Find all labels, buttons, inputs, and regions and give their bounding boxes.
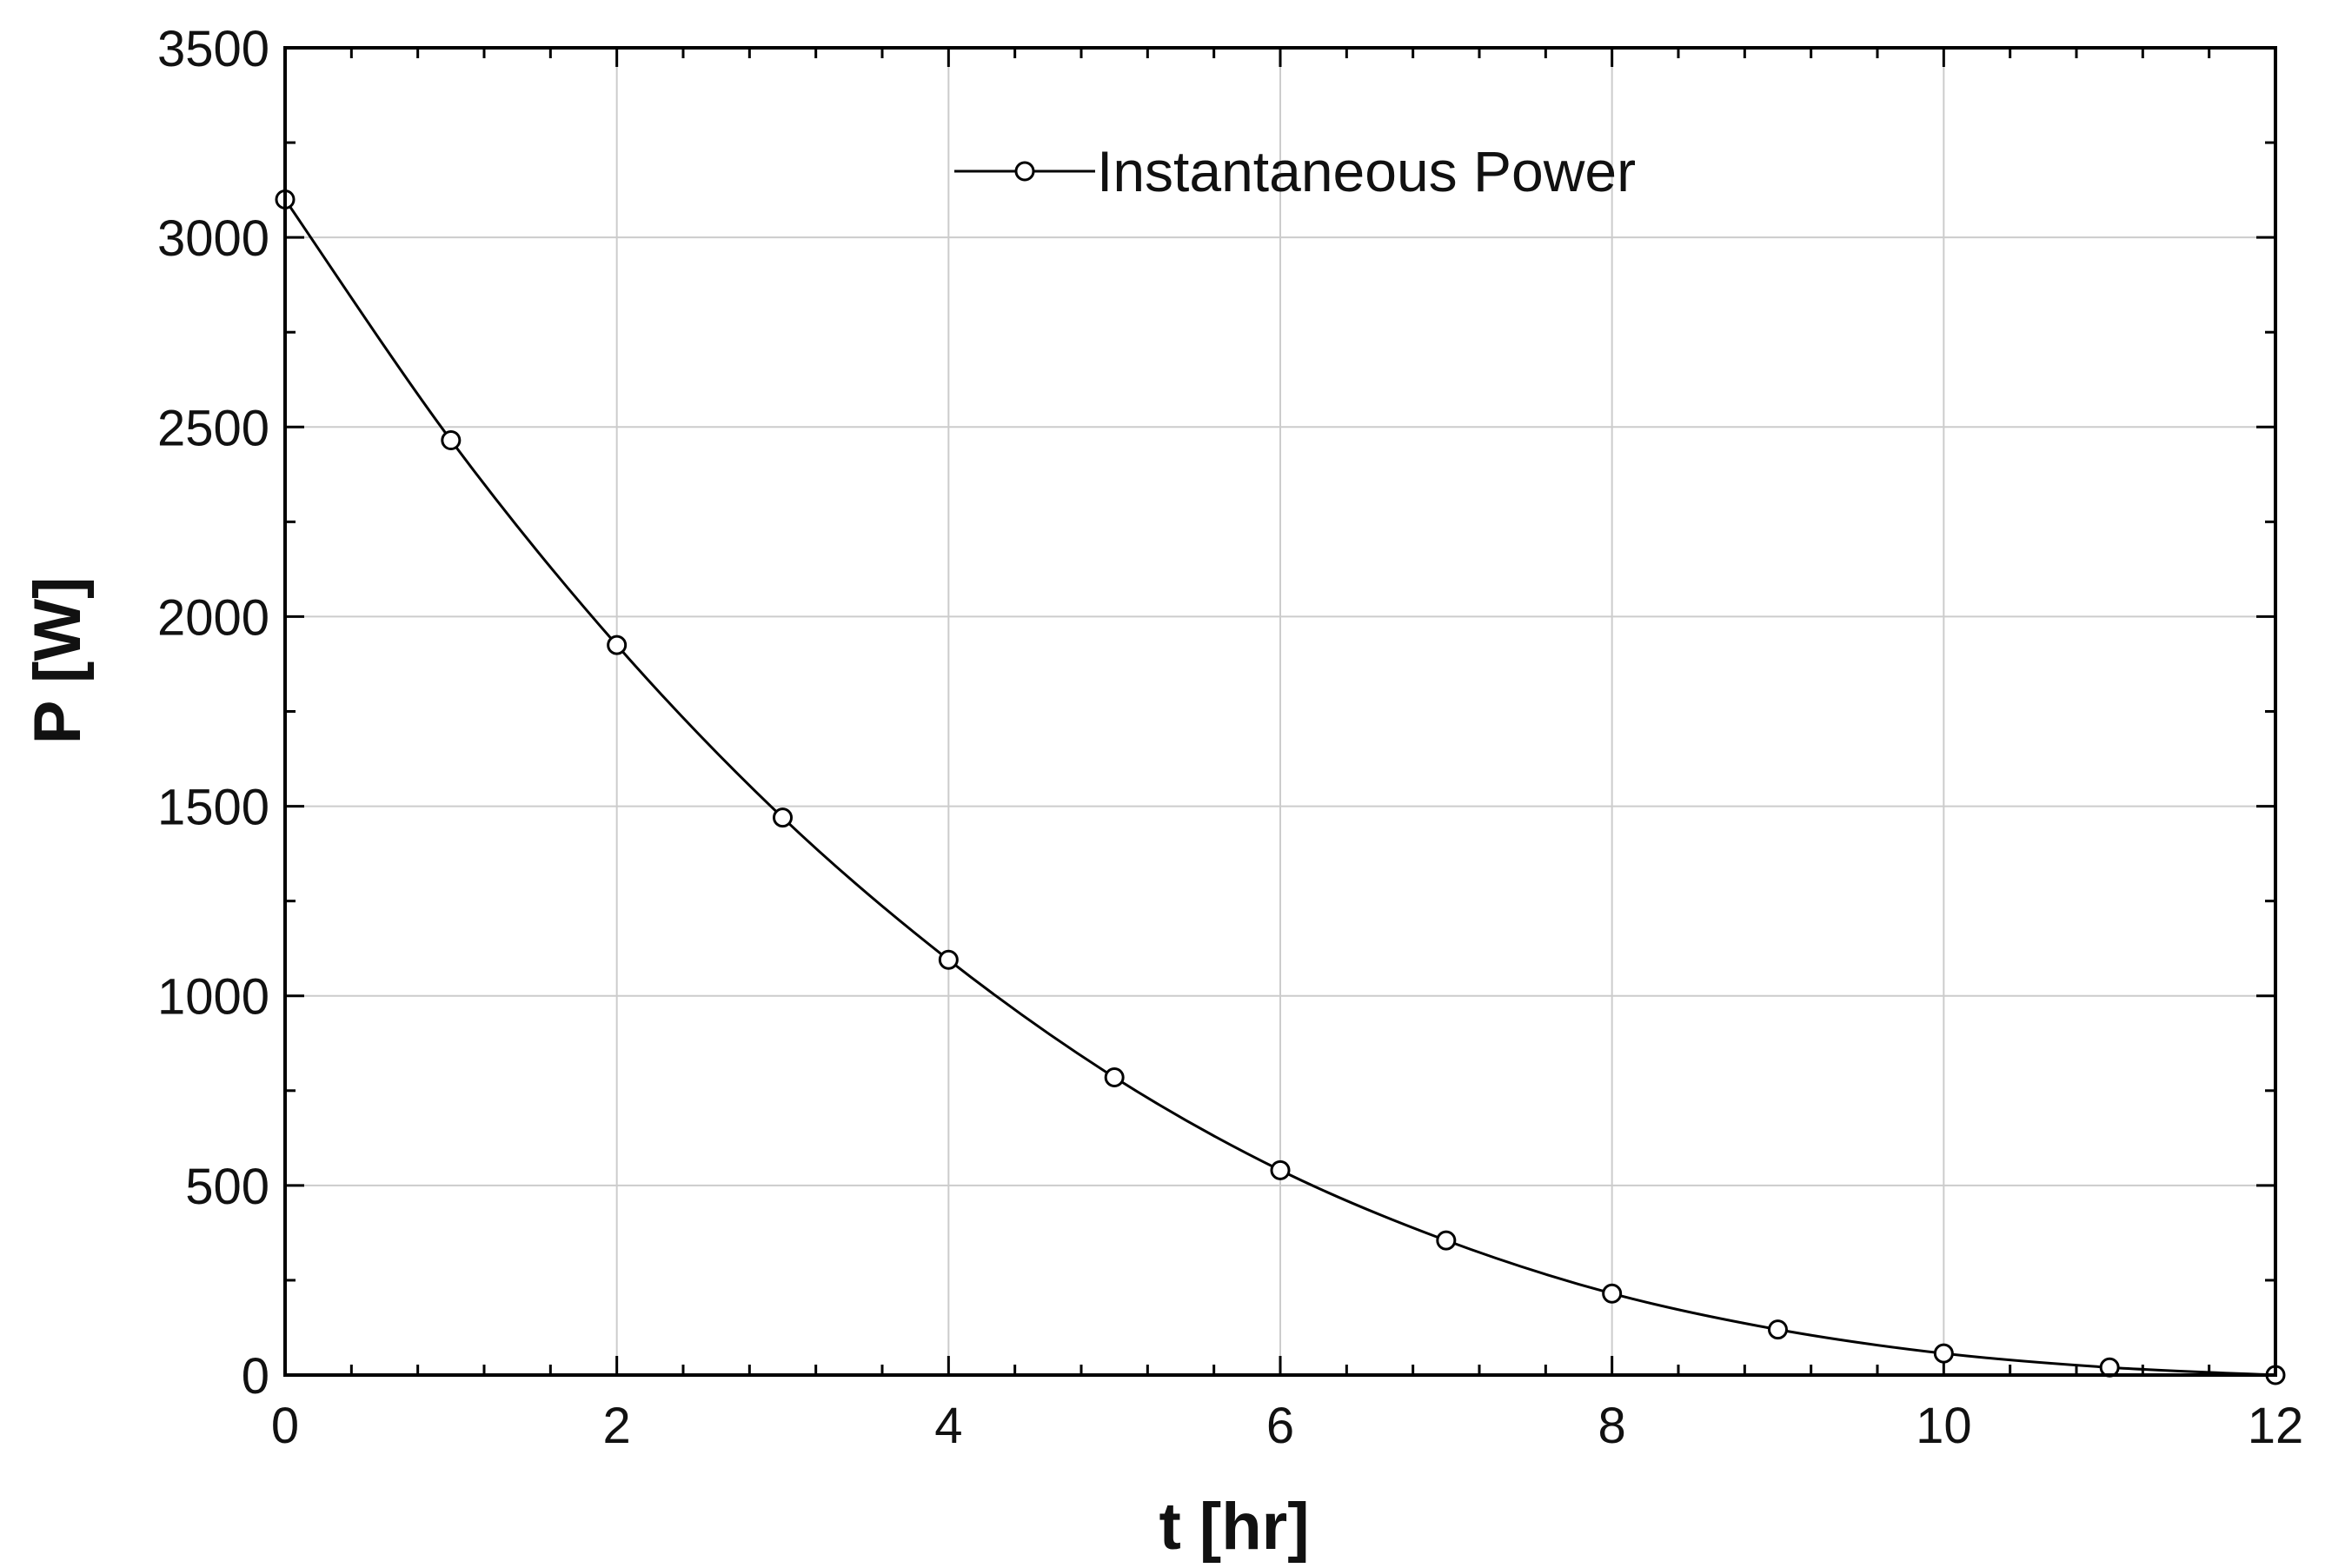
plot-frame — [283, 46, 2277, 1377]
data-point-marker — [1104, 1067, 1125, 1088]
grid-lines — [285, 48, 2275, 1375]
data-point-marker — [441, 430, 462, 451]
tick-labels: 0 2 4 6 8 10 12 0 500 1000 1500 2000 2500 3000 3500 — [157, 21, 2303, 1454]
x-tick-label: 4 — [934, 1398, 962, 1454]
data-point-marker — [1270, 1159, 1291, 1180]
data-point-marker — [773, 807, 793, 828]
x-tick-label: 6 — [1266, 1398, 1294, 1454]
plot-border — [283, 46, 2277, 1377]
data-point-marker — [938, 949, 959, 970]
data-point-marker — [1602, 1283, 1623, 1304]
x-tick-label: 12 — [2248, 1398, 2304, 1454]
legend-label: Instantaneous Power — [1097, 139, 1636, 203]
y-tick-label: 2500 — [157, 400, 269, 456]
y-tick-label: 500 — [185, 1159, 269, 1215]
data-point-marker — [1933, 1343, 1954, 1364]
y-tick-label: 0 — [242, 1348, 269, 1405]
y-tick-label: 3000 — [157, 210, 269, 267]
data-point-marker — [1768, 1319, 1788, 1340]
x-axis-title: t [hr] — [1159, 1490, 1309, 1564]
series-line-instantaneous-power — [283, 198, 2276, 1377]
y-tick-label: 1000 — [157, 969, 269, 1026]
y-tick-label: 1500 — [157, 780, 269, 836]
legend: Instantaneous Power — [954, 139, 1636, 203]
x-tick-label: 10 — [1916, 1398, 1972, 1454]
y-axis-title: P [W] — [21, 577, 95, 745]
x-tick-label: 8 — [1598, 1398, 1626, 1454]
x-tick-label: 2 — [603, 1398, 631, 1454]
legend-marker — [1014, 161, 1035, 182]
y-tick-label: 2000 — [157, 589, 269, 646]
data-point-marker — [1436, 1230, 1457, 1251]
y-tick-label: 3500 — [157, 21, 269, 77]
x-tick-label: 0 — [271, 1398, 299, 1454]
data-point-marker — [607, 635, 628, 655]
series-group — [275, 189, 2286, 1385]
